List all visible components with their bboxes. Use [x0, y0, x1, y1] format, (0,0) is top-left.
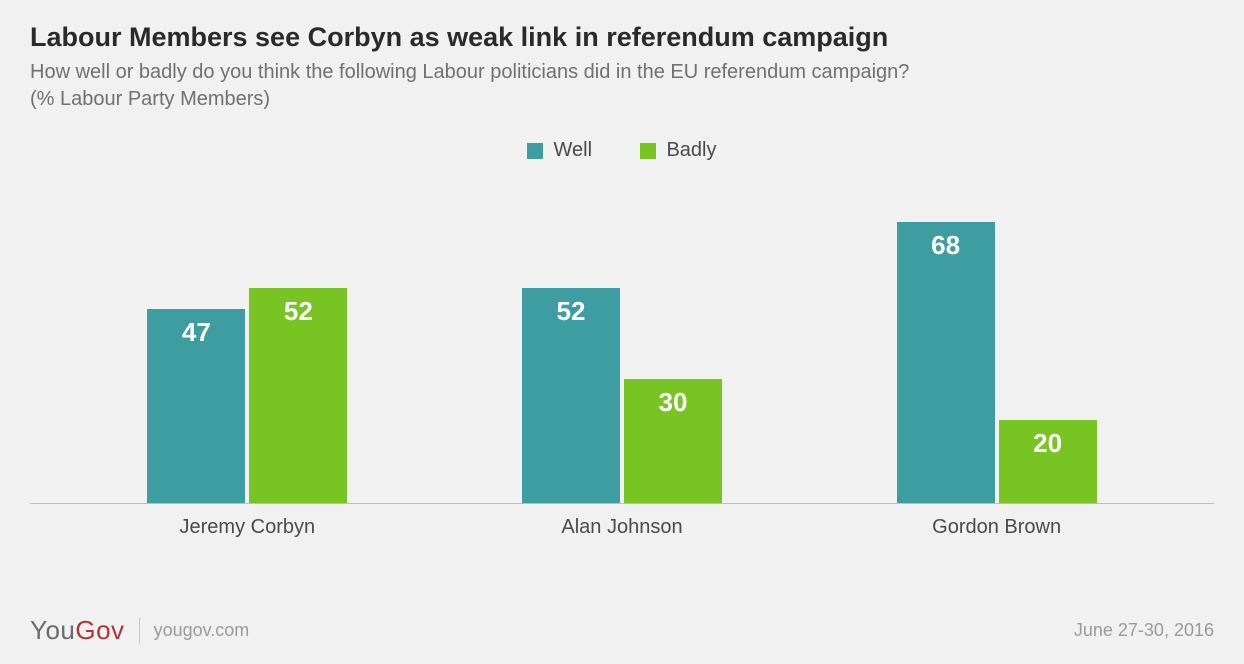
legend-label-badly: Badly [666, 139, 716, 162]
legend-item-badly: Badly [640, 139, 716, 162]
bar-group-0: 47 52 [147, 288, 347, 503]
bar-badly-0: 52 [249, 288, 347, 503]
x-axis-labels: Jeremy Corbyn Alan Johnson Gordon Brown [30, 504, 1214, 539]
legend: Well Badly [30, 139, 1214, 164]
chart-note: (% Labour Party Members) [30, 88, 1214, 111]
x-label-0: Jeremy Corbyn [137, 516, 357, 539]
logo-gov: Gov [75, 615, 124, 645]
legend-swatch-well [527, 143, 543, 159]
legend-item-well: Well [527, 139, 592, 162]
x-label-1: Alan Johnson [512, 516, 732, 539]
bar-label-badly-2: 20 [999, 428, 1097, 459]
chart-subtitle: How well or badly do you think the follo… [30, 59, 1214, 86]
chart-container: Labour Members see Corbyn as weak link i… [0, 0, 1244, 664]
logo-you: You [30, 615, 75, 645]
plot-area: 47 52 52 30 68 20 [30, 174, 1214, 504]
legend-swatch-badly [640, 143, 656, 159]
footer-site: yougov.com [154, 620, 250, 641]
chart-title: Labour Members see Corbyn as weak link i… [30, 22, 1214, 53]
x-label-2: Gordon Brown [887, 516, 1107, 539]
bar-group-1: 52 30 [522, 288, 722, 503]
bar-well-2: 68 [897, 222, 995, 503]
yougov-logo: YouGov [30, 615, 125, 646]
bar-badly-2: 20 [999, 420, 1097, 503]
bar-label-well-0: 47 [147, 317, 245, 348]
footer: YouGov yougov.com June 27-30, 2016 [30, 615, 1214, 646]
bar-label-badly-1: 30 [624, 387, 722, 418]
bar-badly-1: 30 [624, 379, 722, 503]
bar-label-badly-0: 52 [249, 296, 347, 327]
bar-label-well-1: 52 [522, 296, 620, 327]
bar-well-1: 52 [522, 288, 620, 503]
bar-label-well-2: 68 [897, 230, 995, 261]
legend-label-well: Well [553, 139, 592, 162]
brand: YouGov yougov.com [30, 615, 249, 646]
footer-date: June 27-30, 2016 [1074, 620, 1214, 641]
bar-well-0: 47 [147, 309, 245, 503]
bar-group-2: 68 20 [897, 222, 1097, 503]
footer-divider [139, 618, 140, 644]
